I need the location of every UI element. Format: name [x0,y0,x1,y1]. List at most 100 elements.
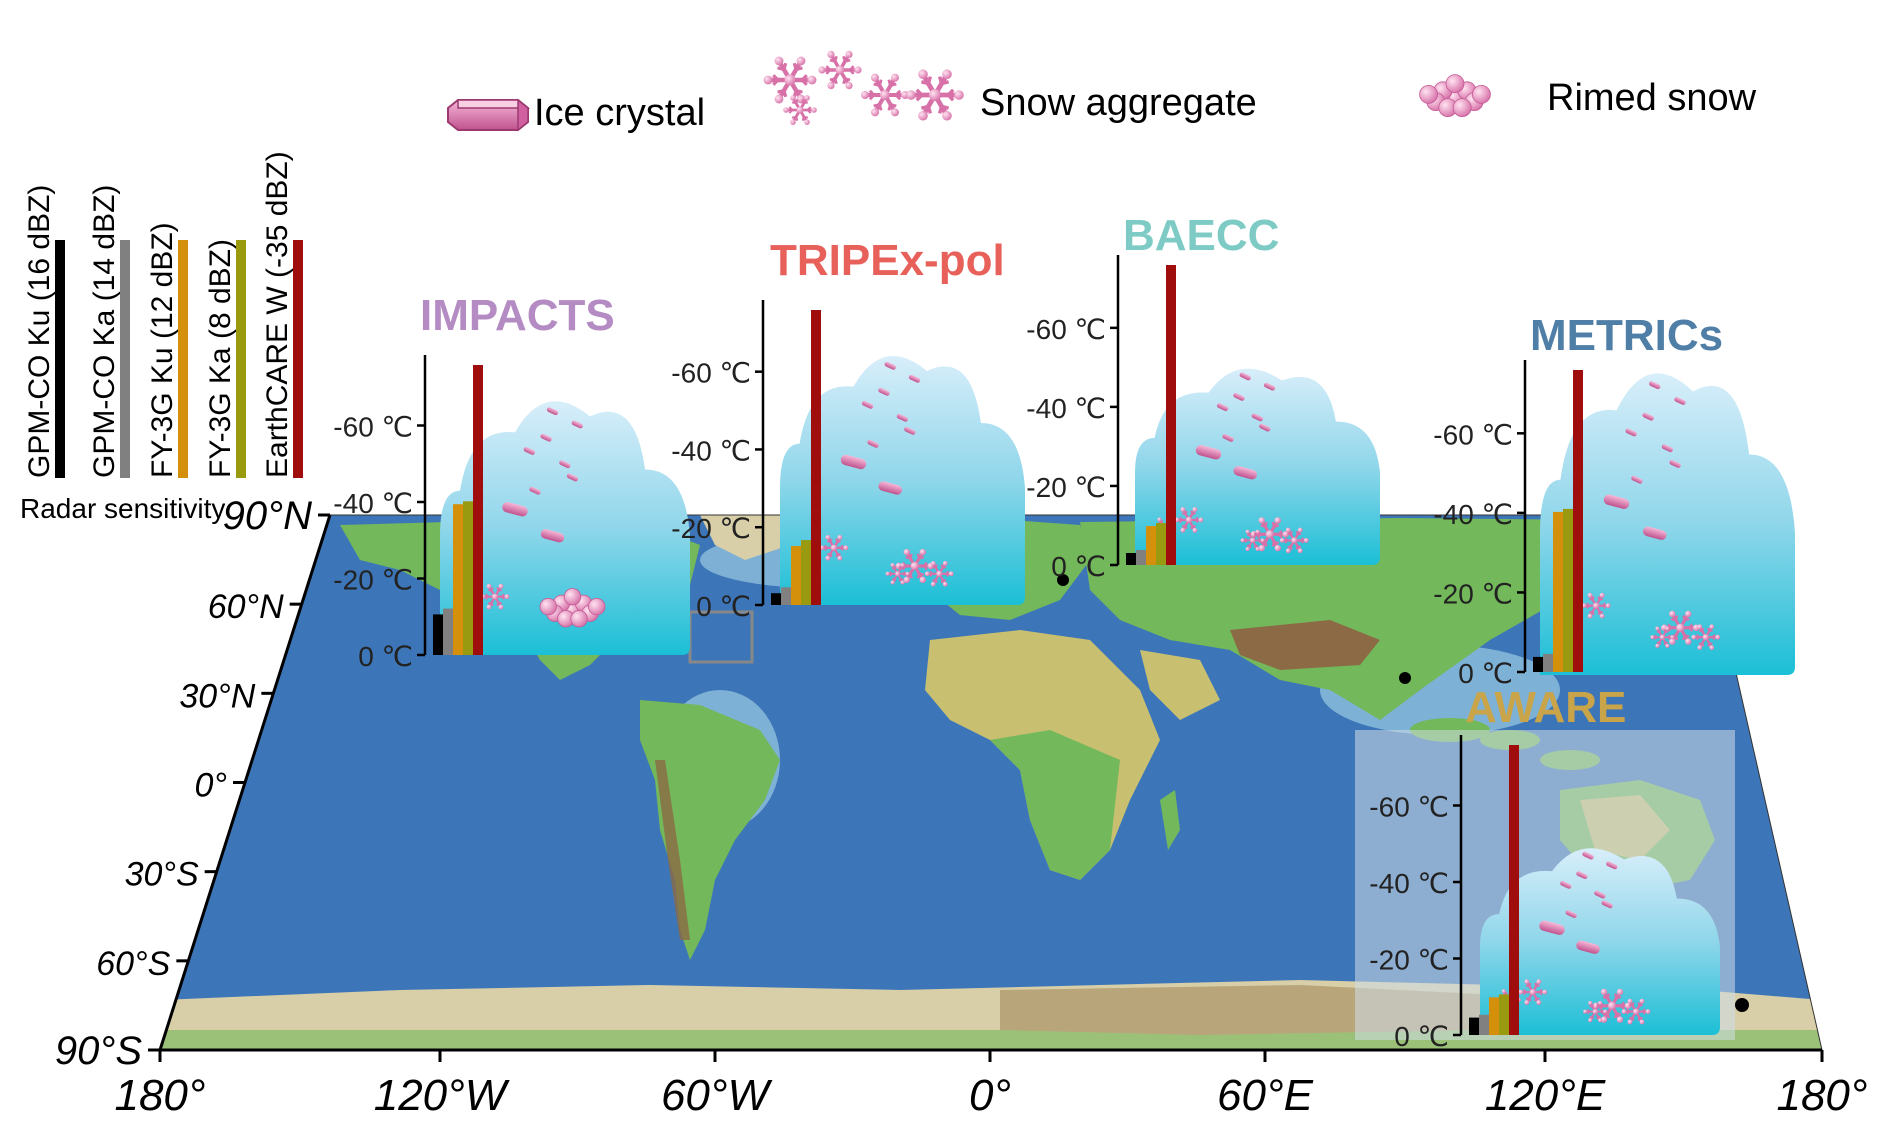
map-y-tick-label: 90°S [55,1029,142,1073]
radar-sensitivity-bar [1146,526,1156,565]
map-y-tick-label: 60°N [208,588,284,626]
ice-crystal-particle [878,387,890,396]
ice-crystal-particle [1576,940,1600,954]
snow-aggregate-particle [1650,626,1675,648]
snow-aggregate-particle [1592,988,1632,1023]
map-y-tick-label: 90°N [223,494,312,538]
legend-rimed-snow-label: Rimed snow [1547,77,1757,119]
ice-crystal-particle [1565,910,1577,919]
map-y-tick-label: 30°S [125,856,199,894]
snow-aggregate-particle [885,563,910,585]
ice-crystal-particle [1251,413,1264,422]
ice-crystal-particle [1239,372,1251,381]
radar-legend-swatch [55,240,65,478]
cloud [1480,848,1720,1035]
radar-sensitivity-bar [1479,1014,1489,1035]
radar-sensitivity-bar [463,501,473,655]
ice-crystal-particle [540,529,565,543]
radar-sensitivity-bar [781,587,791,605]
ice-crystal-particle [1606,861,1618,870]
cloud-particles [1496,851,1651,1025]
temperature-tick-label: -40 ℃ [333,488,413,519]
map-x-tick-label: 180° [114,1071,205,1120]
map-x-tick-label: 120°E [1485,1071,1606,1120]
radar-sensitivity-bar [1166,265,1176,565]
landmass-south-america [640,700,780,960]
radar-sensitivity-bar [1469,1017,1479,1035]
particle-legend: Ice crystal Snow aggregate Rimed snow [447,50,1757,134]
landmass-madagascar [1160,790,1180,850]
campaign-panel-impacts: -60 ℃ -40 ℃ -20 ℃ 0 ℃ IMPACTS [333,291,690,672]
radar-sensitivity-bar [801,540,811,605]
rimed-snow-icon [1419,74,1491,118]
map-axes: 180° 120°W 60°W 0° 60°E 120°E 180° 90°N 60°N 30°N… [55,494,1868,1120]
ice-crystal-particle [529,486,541,495]
ice-crystal-particle [884,361,896,370]
temperature-tick-label: -60 ℃ [333,412,413,443]
radar-sensitivity-bar [1156,523,1166,565]
landmass-greenland [700,515,800,560]
snow-aggregate-icon [763,50,964,125]
radar-legend-label: EarthCARE W (-35 dBZ) [261,151,294,478]
ice-crystal-particle [546,407,559,416]
ice-crystal-particle [571,420,583,429]
campaign-title: BAECC [1123,211,1279,260]
snow-aggregate-particle [1661,610,1700,645]
ice-crystal-particle [878,481,903,495]
ice-crystal-particle [867,439,879,448]
snow-aggregate-particle [1581,592,1611,619]
snow-aggregate-particle [1518,979,1548,1005]
ice-crystal-particle [1649,381,1661,390]
ice-crystal-particle [1233,466,1258,480]
radar-sensitivity-bar [1553,511,1563,672]
snow-aggregate-particle [1240,529,1265,552]
radar-sensitivity-bar [473,365,483,655]
temperature-tick-label: -40 ℃ [1433,499,1513,530]
radar-legend-label: GPM-CO Ka (14 dBZ) [88,185,121,478]
landmass-africa-south [990,730,1120,880]
ice-crystal-icon [447,98,531,132]
radar-legend-label: GPM-CO Ku (16 dBZ) [23,185,56,478]
rimed-snow-particle [1419,74,1491,118]
snow-aggregate-icon-flake [906,69,964,121]
ice-crystal-particle [1603,494,1630,509]
radar-sensitivity-bar [433,614,443,655]
ice-crystal-particle [840,454,867,470]
ice-crystal-particle [523,447,536,455]
cloud [1135,368,1380,565]
radar-legend-swatch [178,240,188,478]
radar-sensitivity-bar [1489,997,1499,1035]
radar-sensitivity-bar [771,593,781,605]
radar-sensitivity-bar [811,310,821,605]
snow-aggregate-particle [480,583,510,610]
ice-crystal-particle [559,460,571,469]
campaign-panel-metrics: -60 ℃ -40 ℃ -20 ℃ 0 ℃ METRICs [1433,311,1795,689]
rimed-snow-particle [539,588,606,628]
campaign-panel-aware: -60 ℃ -40 ℃ -20 ℃ 0 ℃ AWARE [1355,683,1735,1052]
temperature-tick-label: -40 ℃ [671,435,751,466]
radar-sensitivity-legend: GPM-CO Ku (16 dBZ) GPM-CO Ka (14 dBZ) FY-3… [23,151,303,478]
campaign-panel-tripex-pol: -60 ℃ -40 ℃ -20 ℃ 0 ℃ TRIPEx-pol [671,236,1025,622]
map-x-tick-label: 120°W [374,1071,510,1120]
temperature-tick-label: 0 ℃ [696,591,751,622]
temperature-tick-label: -20 ℃ [671,513,751,544]
ice-crystal-particle [1233,392,1245,401]
ice-crystal-particle [566,473,579,482]
radar-sensitivity-bar [453,504,463,655]
ice-crystal-particle [896,413,909,422]
temperature-tick-label: 0 ℃ [1051,551,1106,582]
ice-crystal-particle [1642,526,1667,540]
ice-crystal-particle [1222,433,1234,442]
map-x-tick-label: 0° [969,1071,1011,1120]
temperature-tick-label: -20 ℃ [1433,578,1513,609]
temperature-tick-label: 0 ℃ [1394,1021,1449,1052]
radar-sensitivity-bar [1543,653,1553,672]
temperature-tick-label: -60 ℃ [1369,792,1449,823]
ice-crystal-particle [1674,397,1686,405]
snow-aggregate-particle [1691,624,1721,650]
cloud [780,356,1025,605]
temperature-tick-label: 0 ℃ [358,641,413,672]
ice-crystal-particle [1631,475,1643,484]
